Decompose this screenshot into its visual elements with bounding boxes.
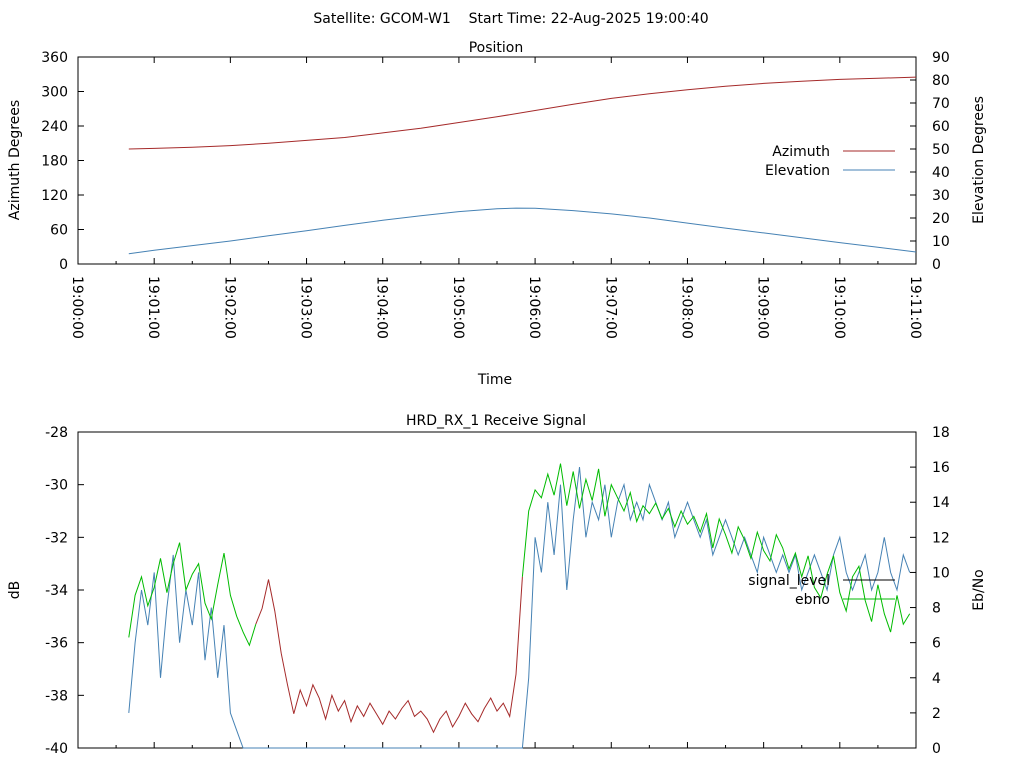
y2-tick-label: 4 xyxy=(932,671,941,687)
y-tick-label: -38 xyxy=(45,688,68,704)
signal-plot-frame xyxy=(77,431,917,749)
y-tick-label: -28 xyxy=(45,425,68,441)
signal-chart: HRD_RX_1 Receive Signal dB Eb/No -40-38-… xyxy=(7,413,987,757)
signal-y-axis: -40 -38 -36 -34 -32 -30 -28 xyxy=(45,425,84,757)
signal-level-series-line-early xyxy=(128,542,257,647)
y2-tick-label: 16 xyxy=(932,460,950,476)
y2-tick-label: 10 xyxy=(932,565,950,581)
signal-y2-axis: 0 2 4 6 8 10 12 14 16 18 xyxy=(910,425,950,757)
y2-tick-label: 20 xyxy=(932,211,950,227)
position-y-label: Azimuth Degrees xyxy=(7,100,23,220)
position-legend: Azimuth Elevation xyxy=(765,144,895,179)
signal-level-series-line-low xyxy=(255,576,523,734)
ebno-series-line xyxy=(128,467,911,749)
elevation-series-line xyxy=(128,207,917,255)
x-tick-label: 19:04:00 xyxy=(374,276,390,339)
y2-tick-label: 90 xyxy=(932,50,950,66)
y-tick-label: 120 xyxy=(41,188,68,204)
legend-elevation-label: Elevation xyxy=(765,163,830,179)
signal-y-label: dB xyxy=(7,581,23,600)
x-tick-label: 19:07:00 xyxy=(602,276,618,339)
signal-y2-label: Eb/No xyxy=(971,569,987,611)
x-tick-label: 19:06:00 xyxy=(526,276,542,339)
x-tick-label: 19:02:00 xyxy=(221,276,237,339)
y2-tick-label: 18 xyxy=(932,425,950,441)
x-tick-label: 19:08:00 xyxy=(678,276,694,339)
y2-tick-label: 2 xyxy=(932,706,941,722)
y-tick-label: -36 xyxy=(45,636,68,652)
y-tick-label: -32 xyxy=(45,530,68,546)
x-tick-label: 19:01:00 xyxy=(145,276,161,339)
y2-tick-label: 14 xyxy=(932,495,950,511)
y-tick-label: 240 xyxy=(41,119,68,135)
x-tick-label: 19:11:00 xyxy=(907,276,923,339)
y2-tick-label: 12 xyxy=(932,530,950,546)
y-tick-label: 0 xyxy=(59,257,68,273)
legend-azimuth-label: Azimuth xyxy=(772,144,830,160)
y2-tick-label: 30 xyxy=(932,188,950,204)
y-tick-label: -30 xyxy=(45,478,68,494)
x-tick-label: 19:10:00 xyxy=(831,276,847,339)
signal-legend: signal_level ebno xyxy=(748,573,895,608)
y-tick-label: 60 xyxy=(50,223,68,239)
y-tick-label: 300 xyxy=(41,85,68,101)
x-tick-label: 19:09:00 xyxy=(755,276,771,339)
page-title: Satellite: GCOM-W1 Start Time: 22-Aug-20… xyxy=(313,11,708,27)
y-tick-label: 360 xyxy=(41,50,68,66)
y2-tick-label: 0 xyxy=(932,741,941,757)
position-chart: Position Azimuth Degrees Elevation Degre… xyxy=(7,40,987,388)
position-x-axis: 19:00:00 19:01:00 19:02:00 19:03:00 19:04:00… xyxy=(69,57,923,339)
x-tick-label: 19:00:00 xyxy=(69,276,85,339)
position-series xyxy=(128,76,917,255)
y2-tick-label: 50 xyxy=(932,142,950,158)
legend-signal-level-label: signal_level xyxy=(748,573,830,589)
y2-tick-label: 6 xyxy=(932,636,941,652)
position-chart-title: Position xyxy=(469,40,524,56)
y-tick-label: -34 xyxy=(45,583,68,599)
y2-tick-label: 8 xyxy=(932,601,941,617)
azimuth-series-line xyxy=(128,76,917,150)
legend-ebno-label: ebno xyxy=(795,592,830,608)
signal-x-axis xyxy=(77,742,917,748)
signal-chart-title: HRD_RX_1 Receive Signal xyxy=(406,413,586,429)
position-plot-frame xyxy=(77,56,917,265)
y-tick-label: -40 xyxy=(45,741,68,757)
y2-tick-label: 60 xyxy=(932,119,950,135)
y2-tick-label: 70 xyxy=(932,96,950,112)
position-x-label: Time xyxy=(477,372,512,388)
y2-tick-label: 40 xyxy=(932,165,950,181)
position-y-axis: 0 60 120 180 240 300 360 xyxy=(41,50,84,273)
y-tick-label: 180 xyxy=(41,154,68,170)
x-tick-label: 19:03:00 xyxy=(298,276,314,339)
position-y2-label: Elevation Degrees xyxy=(971,96,987,224)
y2-tick-label: 10 xyxy=(932,234,950,250)
y2-tick-label: 0 xyxy=(932,257,941,273)
position-y2-axis: 0 10 20 30 40 50 60 70 80 90 xyxy=(910,50,950,273)
signal-level-series-line-high xyxy=(521,463,911,633)
signal-series xyxy=(128,463,911,749)
y2-tick-label: 80 xyxy=(932,73,950,89)
x-tick-label: 19:05:00 xyxy=(450,276,466,339)
